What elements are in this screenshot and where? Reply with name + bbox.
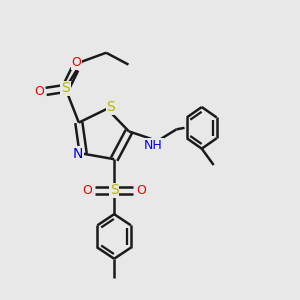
Text: N: N (73, 147, 83, 161)
Text: S: S (110, 183, 118, 197)
Text: S: S (106, 100, 115, 114)
Text: S: S (61, 81, 70, 95)
Text: NH: NH (144, 139, 163, 152)
Text: O: O (82, 184, 92, 197)
Text: O: O (136, 184, 146, 197)
Text: O: O (34, 85, 43, 98)
Text: O: O (71, 56, 81, 69)
